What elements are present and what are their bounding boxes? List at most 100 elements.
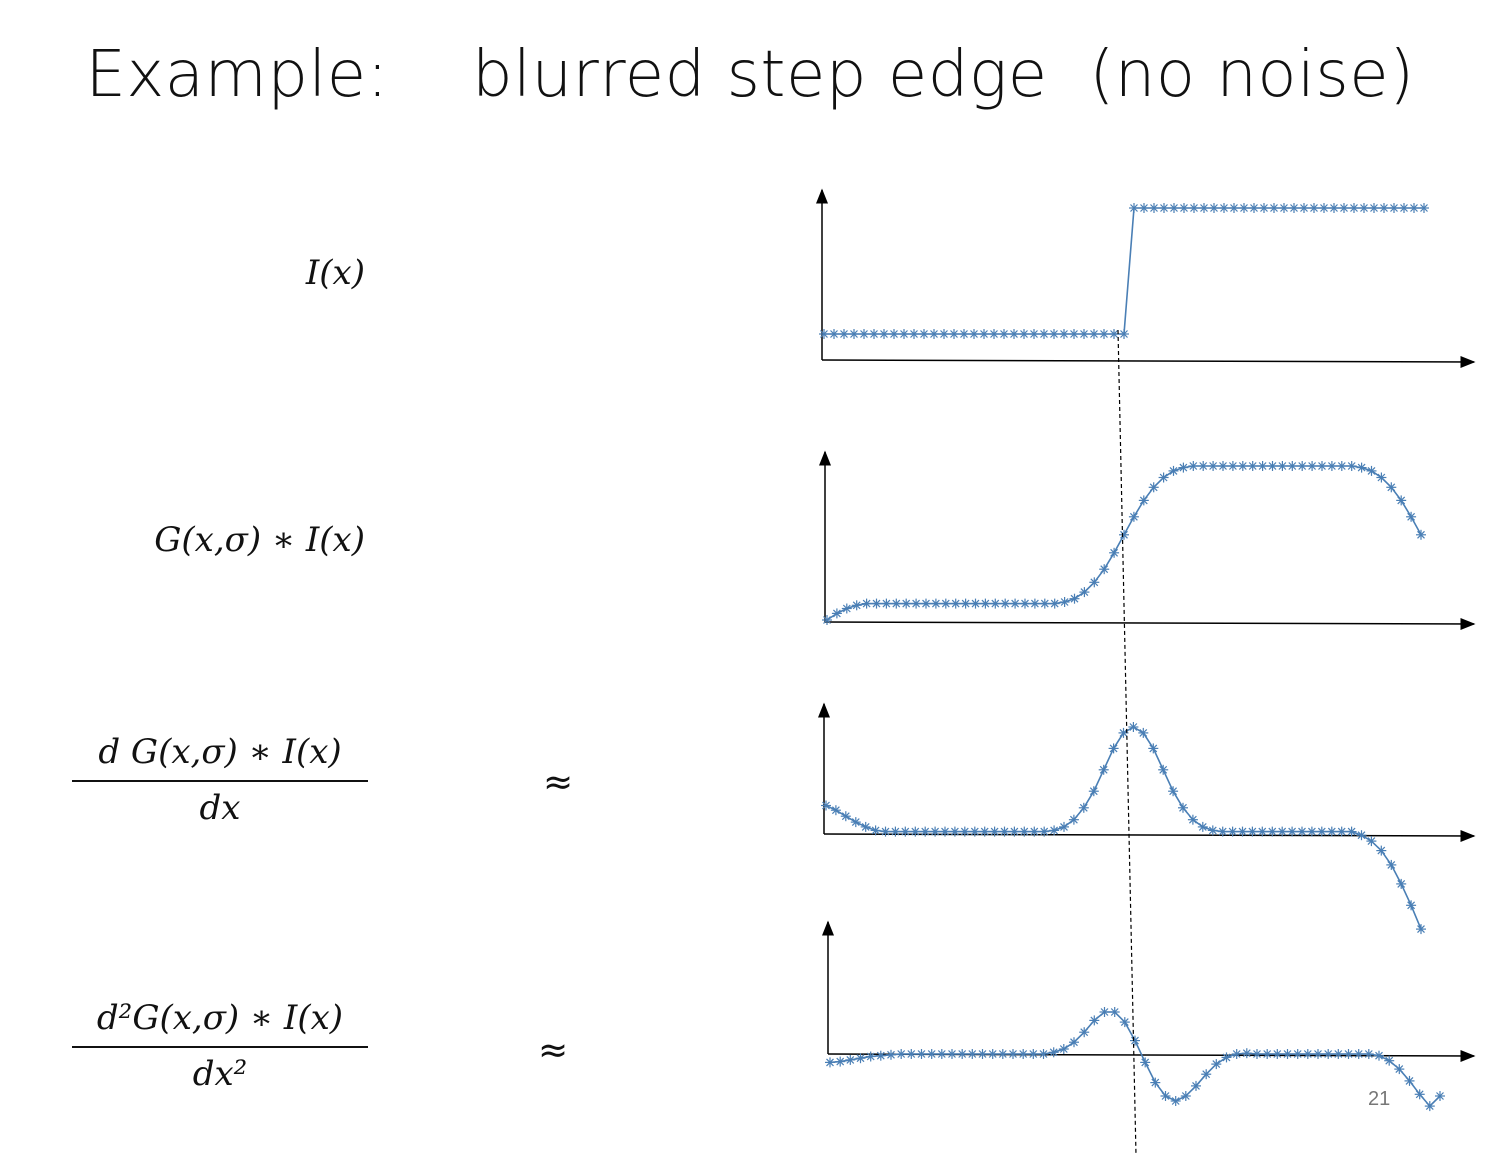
data-point — [861, 598, 872, 609]
fraction-bar — [72, 1046, 368, 1048]
data-point — [1119, 329, 1129, 339]
page-number: 21 — [1368, 1088, 1391, 1110]
data-point — [870, 825, 881, 836]
second-derivative-numerator: d²G(x,σ) ∗ I(x) — [96, 998, 344, 1038]
data-point — [1059, 597, 1070, 607]
data-point — [1079, 587, 1090, 598]
data-point — [1108, 743, 1119, 754]
data-point — [1406, 511, 1417, 522]
data-point — [967, 1049, 978, 1059]
data-point — [1221, 1052, 1232, 1063]
data-point — [1199, 203, 1209, 213]
data-point — [840, 811, 851, 822]
data-point — [1158, 764, 1169, 775]
data-point — [1384, 1055, 1395, 1066]
data-point — [1170, 1096, 1181, 1106]
data-point — [1369, 203, 1379, 213]
data-point — [1231, 1049, 1242, 1059]
data-point — [899, 329, 909, 339]
label-first-derivative: d G(x,σ) ∗ I(x) dx — [72, 732, 368, 828]
data-point — [1099, 564, 1110, 575]
data-point — [1267, 826, 1278, 837]
data-point — [1326, 826, 1337, 837]
data-point — [1379, 203, 1389, 213]
data-point — [1158, 472, 1169, 483]
data-point — [1329, 203, 1339, 213]
data-point — [1336, 826, 1347, 837]
data-point — [1396, 495, 1407, 506]
data-point — [1376, 472, 1387, 483]
data-point — [1098, 764, 1109, 775]
data-point — [1229, 203, 1239, 213]
data-point — [919, 329, 929, 339]
data-point — [909, 329, 919, 339]
data-point — [1333, 1049, 1344, 1059]
data-point — [890, 826, 901, 837]
data-point — [1336, 461, 1347, 471]
data-point — [1262, 1049, 1273, 1059]
data-point — [855, 1053, 866, 1064]
data-point — [1038, 1049, 1049, 1059]
data-point — [989, 826, 1000, 837]
data-point — [1008, 1049, 1018, 1059]
first-derivative-denominator: dx — [199, 788, 241, 828]
data-point — [1138, 727, 1149, 738]
data-point — [1088, 786, 1099, 797]
data-point — [1316, 826, 1327, 837]
data-point — [1069, 1037, 1079, 1048]
data-point — [1010, 598, 1021, 609]
data-point — [1049, 825, 1060, 836]
data-point — [1356, 830, 1367, 841]
data-point — [960, 598, 971, 609]
data-point — [1267, 461, 1278, 471]
data-point — [1189, 203, 1199, 213]
data-point — [1039, 329, 1049, 339]
data-point — [1339, 203, 1349, 213]
data-point — [1343, 1049, 1354, 1059]
data-point — [835, 1056, 846, 1067]
second-derivative-denominator: dx² — [192, 1054, 248, 1094]
data-point — [1424, 1101, 1435, 1112]
data-point — [1356, 462, 1367, 473]
data-point — [957, 1049, 968, 1059]
data-point — [1227, 461, 1238, 471]
data-point — [916, 1049, 927, 1059]
data-point — [1346, 461, 1357, 471]
data-point — [1319, 203, 1329, 213]
data-point — [1197, 821, 1208, 832]
data-point — [1353, 1049, 1364, 1059]
data-point — [1018, 1049, 1029, 1059]
data-point — [1198, 461, 1209, 471]
data-point — [1218, 461, 1228, 471]
data-point — [1306, 826, 1317, 837]
data-point — [1237, 461, 1248, 471]
data-point — [1178, 462, 1189, 473]
data-point — [822, 615, 832, 625]
data-point — [1389, 203, 1399, 213]
data-point — [1020, 598, 1030, 609]
data-point — [1309, 203, 1319, 213]
data-point — [1211, 1059, 1222, 1070]
data-point — [886, 1049, 896, 1060]
data-point — [1059, 329, 1069, 339]
data-point — [1259, 203, 1269, 213]
approx-symbol-1: ≈ — [543, 762, 574, 803]
data-point — [926, 1049, 937, 1059]
data-point — [869, 329, 879, 339]
data-point — [1406, 900, 1417, 911]
data-point — [1416, 924, 1426, 935]
data-point — [1089, 329, 1099, 339]
data-point — [1059, 821, 1069, 832]
data-point — [947, 1049, 957, 1059]
data-point — [1089, 577, 1100, 588]
data-point — [1239, 203, 1249, 213]
data-point — [1201, 1069, 1212, 1080]
data-point — [1068, 814, 1079, 825]
x-axis — [824, 617, 1476, 630]
data-point — [880, 826, 891, 837]
data-point — [959, 826, 970, 837]
data-point — [1150, 1077, 1161, 1088]
data-point — [1277, 461, 1288, 471]
data-point — [860, 821, 871, 832]
